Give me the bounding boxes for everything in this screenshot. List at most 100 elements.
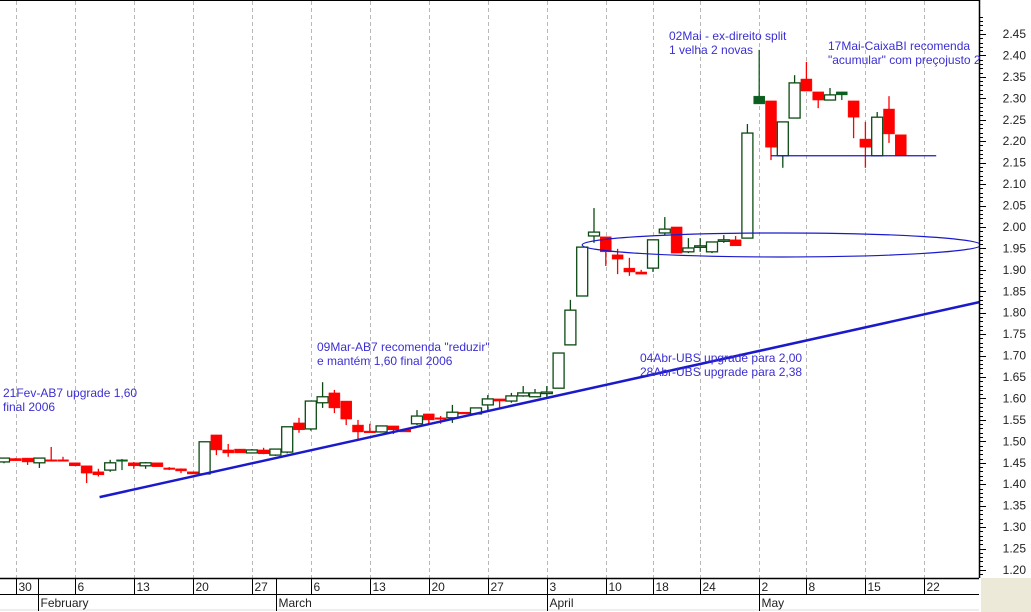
candle-body [587, 231, 601, 237]
candle-body [812, 91, 824, 101]
annotation-line: 17Mai-CaixaBI recomenda [828, 39, 971, 53]
candle-body [528, 392, 542, 398]
highlight-ellipse [581, 232, 982, 258]
candle-body [895, 134, 907, 157]
annotation-ubs: 04Abr-UBS upgrade para 2,00 28Abr-UBS upg… [640, 351, 802, 379]
candle-body [481, 398, 494, 406]
candle-body [33, 457, 46, 464]
candle-body [729, 239, 742, 247]
candle-body [623, 267, 636, 273]
candle-body [222, 449, 234, 454]
annotation-17mai: 17Mai-CaixaBI recomenda "acumular" com pr… [828, 39, 980, 67]
annotation-line: final 2006 [3, 400, 56, 414]
candle-body [293, 422, 305, 431]
date-tick-label: 8 [809, 580, 816, 594]
date-tick-label: 27 [255, 580, 269, 594]
price-tick-label: 1.45 [1003, 456, 1027, 470]
price-tick-label: 1.55 [1003, 413, 1027, 427]
date-tick-label: 27 [491, 580, 505, 594]
candle-body [717, 239, 730, 242]
annotation-line: e mantém 1,60 final 2006 [317, 354, 453, 368]
candle-body [765, 100, 777, 148]
trend-line [99, 300, 981, 499]
candle-body [423, 413, 435, 421]
price-tick-label: 1.80 [1003, 306, 1027, 320]
candle-body [410, 415, 424, 425]
axis-background [979, 0, 1031, 578]
candle-body [387, 425, 400, 431]
annotation-line: 09Mar-AB7 recomenda "reduzir" [317, 340, 490, 354]
candle-body [776, 121, 789, 157]
candle-body [883, 108, 895, 135]
price-tick-label: 1.75 [1003, 327, 1027, 341]
candle-body [304, 400, 317, 430]
candles [0, 49, 907, 483]
price-tick-label: 2.05 [1003, 199, 1027, 213]
candle-body [69, 462, 81, 467]
candle-body [705, 241, 719, 253]
candle-body [364, 430, 376, 434]
price-tick-label: 2.20 [1003, 134, 1027, 148]
date-tick-label: 30 [19, 580, 33, 594]
candle-body [340, 400, 352, 420]
candle-body [245, 449, 258, 454]
price-tick-label: 1.50 [1003, 434, 1027, 448]
candle-body [564, 309, 577, 346]
candle-body [493, 398, 506, 402]
candle-body [92, 471, 105, 476]
candle-body [670, 226, 683, 254]
candle-body [80, 465, 93, 474]
candle-body [600, 236, 612, 253]
candle-body [269, 448, 282, 456]
price-tick-label: 1.25 [1003, 542, 1027, 556]
candle-body [741, 132, 754, 239]
price-tick-label: 1.95 [1003, 241, 1027, 255]
month-label: March [279, 596, 312, 610]
candle-body [45, 459, 57, 462]
candle-body [57, 459, 69, 462]
candle-body [800, 78, 813, 92]
price-tick-label: 2.15 [1003, 156, 1027, 170]
date-tick-label: 10 [609, 580, 623, 594]
annotation-line: 28Abr-UBS upgrade para 2,38 [640, 365, 803, 379]
candle-body [257, 449, 270, 455]
price-tick-label: 1.70 [1003, 349, 1027, 363]
candle-body [576, 246, 589, 297]
date-tick-label: 18 [656, 580, 670, 594]
month-label: April [550, 596, 574, 610]
date-tick-label: 6 [314, 580, 321, 594]
candle-body [281, 426, 294, 453]
price-tick-label: 1.60 [1003, 391, 1027, 405]
candle-body [163, 467, 175, 470]
date-tick-label: 13 [373, 580, 387, 594]
date-tick-label: 24 [703, 580, 717, 594]
drawing-overlays [99, 155, 982, 499]
price-tick-label: 1.90 [1003, 263, 1027, 277]
price-tick-label: 1.65 [1003, 370, 1027, 384]
candle-body [788, 82, 801, 119]
date-tick-label: 20 [196, 580, 210, 594]
annotation-line: 04Abr-UBS upgrade para 2,00 [640, 351, 803, 365]
candle-body [0, 457, 11, 463]
price-tick-label: 2.40 [1003, 48, 1027, 62]
price-tick-label: 2.25 [1003, 113, 1027, 127]
candle-body [458, 411, 470, 415]
annotation-line: "acumular" com preçojusto 2 [828, 53, 980, 67]
price-tick-label: 1.85 [1003, 284, 1027, 298]
date-tick-label: 2 [762, 580, 769, 594]
candle-body [210, 434, 223, 451]
annotation-21fev: 21Fev-AB7 upgrade 1,60 final 2006 [3, 386, 137, 414]
candle-body [21, 457, 34, 463]
axis-corner [981, 578, 1031, 612]
price-tick-label: 1.30 [1003, 520, 1027, 534]
price-tick-label: 1.40 [1003, 477, 1027, 491]
candle-body [434, 417, 447, 420]
candle-body [139, 462, 152, 467]
price-tick-label: 2.10 [1003, 177, 1027, 191]
candle-body [352, 424, 364, 433]
price-tick-label: 1.20 [1003, 563, 1027, 577]
candle-body [151, 462, 164, 467]
candle-body [859, 138, 872, 148]
price-tick-label: 2.35 [1003, 70, 1027, 84]
candle-body [823, 94, 837, 101]
